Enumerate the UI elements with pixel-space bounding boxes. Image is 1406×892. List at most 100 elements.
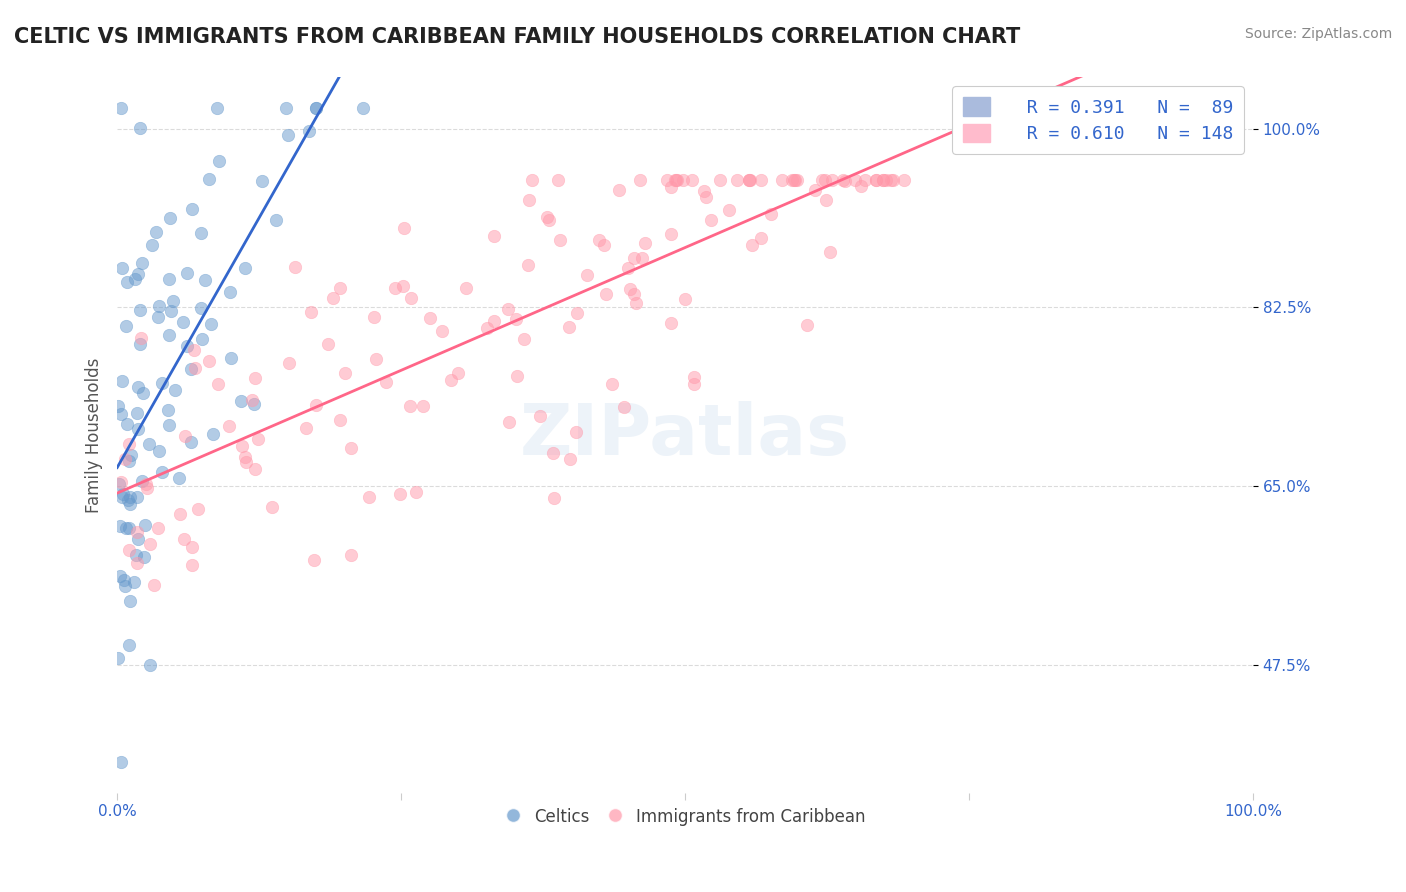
Point xyxy=(536,210,558,224)
Point xyxy=(305,398,328,412)
Point xyxy=(785,172,807,186)
Point xyxy=(277,356,299,370)
Point xyxy=(529,409,551,424)
Point xyxy=(107,650,129,665)
Point xyxy=(191,332,214,346)
Point xyxy=(547,172,569,186)
Point xyxy=(363,310,385,324)
Point xyxy=(548,233,571,247)
Point xyxy=(174,429,197,443)
Point xyxy=(811,172,834,186)
Point xyxy=(695,190,717,204)
Point xyxy=(613,400,636,414)
Point xyxy=(277,128,299,142)
Point xyxy=(628,172,651,186)
Point xyxy=(141,238,163,252)
Point xyxy=(160,304,183,318)
Point xyxy=(865,172,887,186)
Point xyxy=(262,500,284,514)
Point xyxy=(134,518,156,533)
Point xyxy=(815,193,838,207)
Point xyxy=(148,444,170,458)
Point xyxy=(616,260,638,275)
Point xyxy=(138,537,160,551)
Point xyxy=(384,280,406,294)
Point xyxy=(200,317,222,331)
Point xyxy=(148,310,170,324)
Point xyxy=(575,268,598,282)
Point xyxy=(659,180,682,194)
Point xyxy=(659,227,682,242)
Point xyxy=(157,272,180,286)
Point xyxy=(117,437,139,451)
Point xyxy=(159,211,181,225)
Point xyxy=(659,316,682,330)
Point xyxy=(389,487,412,501)
Point xyxy=(340,548,363,562)
Point xyxy=(299,305,322,319)
Point xyxy=(127,525,149,540)
Point xyxy=(882,172,904,186)
Point xyxy=(893,172,915,186)
Point xyxy=(110,101,132,115)
Point xyxy=(110,260,132,275)
Point xyxy=(117,492,139,507)
Point xyxy=(761,207,783,221)
Point xyxy=(440,373,463,387)
Point xyxy=(124,271,146,285)
Point xyxy=(115,417,138,432)
Point xyxy=(176,266,198,280)
Point xyxy=(125,556,148,570)
Point xyxy=(681,172,703,186)
Point xyxy=(565,306,588,320)
Point xyxy=(231,439,253,453)
Point xyxy=(118,543,141,558)
Point xyxy=(602,377,624,392)
Point xyxy=(522,172,544,186)
Point xyxy=(796,318,818,333)
Point xyxy=(180,540,202,554)
Point xyxy=(749,231,772,245)
Point xyxy=(321,291,343,305)
Point xyxy=(111,374,134,388)
Point xyxy=(709,172,731,186)
Point xyxy=(128,120,150,135)
Point xyxy=(741,237,763,252)
Point xyxy=(738,172,761,186)
Point xyxy=(183,343,205,358)
Point xyxy=(783,172,806,186)
Point xyxy=(329,412,352,426)
Point xyxy=(786,172,808,186)
Point xyxy=(242,396,264,410)
Point xyxy=(405,484,427,499)
Point xyxy=(114,319,136,334)
Y-axis label: Family Households: Family Households xyxy=(86,358,103,513)
Point xyxy=(770,172,793,186)
Point xyxy=(316,336,339,351)
Point xyxy=(129,303,152,318)
Point xyxy=(482,229,505,244)
Point xyxy=(498,415,520,429)
Point xyxy=(295,421,318,435)
Point xyxy=(537,213,560,227)
Point xyxy=(108,568,131,582)
Point xyxy=(181,202,204,216)
Point xyxy=(456,281,478,295)
Point xyxy=(543,446,565,460)
Point xyxy=(634,235,657,250)
Point xyxy=(118,454,141,468)
Point xyxy=(110,490,132,504)
Point xyxy=(872,172,894,186)
Point xyxy=(834,174,856,188)
Point xyxy=(221,351,243,365)
Point xyxy=(339,441,361,455)
Point xyxy=(114,579,136,593)
Point xyxy=(184,360,207,375)
Point xyxy=(875,172,897,186)
Point xyxy=(588,233,610,247)
Point xyxy=(820,245,842,260)
Point xyxy=(374,376,396,390)
Point xyxy=(392,279,415,293)
Point xyxy=(672,172,695,186)
Point xyxy=(738,172,761,186)
